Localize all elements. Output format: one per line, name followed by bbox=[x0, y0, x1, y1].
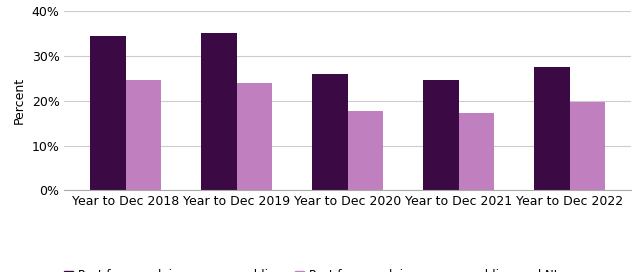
Bar bbox=[201, 33, 237, 190]
Bar bbox=[312, 74, 348, 190]
Bar bbox=[237, 83, 272, 190]
Bar bbox=[126, 81, 161, 190]
Bar bbox=[348, 110, 383, 190]
Bar bbox=[459, 113, 495, 190]
Bar bbox=[570, 103, 605, 190]
Legend: Past four week in person gambling, Past four week in person gambling excl NL: Past four week in person gambling, Past … bbox=[59, 265, 565, 272]
Y-axis label: Percent: Percent bbox=[13, 77, 26, 124]
Bar bbox=[535, 67, 570, 190]
Bar bbox=[423, 81, 459, 190]
Bar bbox=[90, 36, 126, 190]
